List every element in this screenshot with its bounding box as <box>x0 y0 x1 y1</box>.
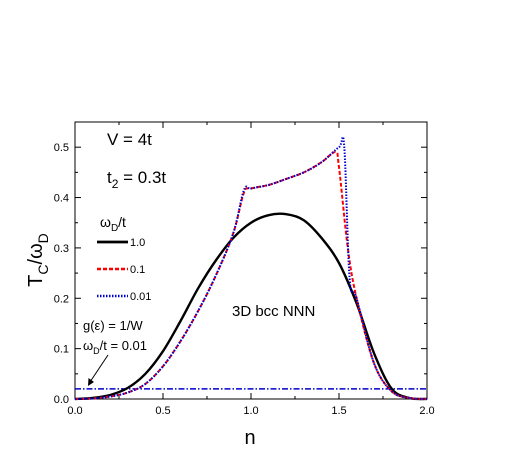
y-tick-label: 0.2 <box>54 293 69 305</box>
annotation-t2-main: t <box>107 168 112 187</box>
legend-label-0.1: 0.1 <box>130 264 145 276</box>
annotation-lattice: 3D bcc NNN <box>232 303 315 320</box>
y-tick-label: 0.5 <box>54 142 69 154</box>
y-tick-label: 0.3 <box>54 243 69 255</box>
x-tick-label: 1.0 <box>243 405 258 417</box>
annotation-v: V = 4t <box>107 130 152 149</box>
legend-label-0.01: 0.01 <box>130 291 151 303</box>
annotation-flat-line2: ωD/t = 0.01 <box>83 338 147 356</box>
legend: ωD/t 1.0 0.1 0.01 <box>97 214 151 303</box>
legend-title: ωD/t <box>100 214 126 234</box>
legend-label-1.0: 1.0 <box>130 237 145 249</box>
annotation-flat-line2-sub: D <box>93 346 100 356</box>
annotation-flat-line1: g(ε) = 1/W <box>83 318 143 333</box>
annotation-flat-line2-main: ω <box>83 338 93 353</box>
series-layer <box>74 135 428 401</box>
x-axis-label: n <box>244 427 255 449</box>
y-axis-label: TC/ωD <box>25 233 51 287</box>
series-line-1.0 <box>74 212 428 401</box>
y-axis-label-sub2: D <box>35 233 51 243</box>
legend-title-sub: D <box>111 223 118 234</box>
x-tick-label: 0.0 <box>67 405 82 417</box>
x-tick-label: 0.5 <box>155 405 170 417</box>
x-tick-label: 1.5 <box>331 405 346 417</box>
legend-entries: 1.0 0.1 0.01 <box>97 237 151 303</box>
x-tick-label: 2.0 <box>419 405 434 417</box>
y-axis-label-sub1: C <box>35 264 51 274</box>
plot-border <box>74 121 428 400</box>
legend-title-main: ω <box>100 214 111 230</box>
y-axis-label-mid: /ω <box>25 243 47 264</box>
series-line-0.01 <box>74 135 428 400</box>
plot-frame <box>74 121 428 400</box>
y-axis-label-main: T <box>25 275 47 287</box>
legend-title-rest: /t <box>118 214 126 230</box>
annotation-flat-line2-rest: /t = 0.01 <box>100 338 147 353</box>
annotation-t2-sub: 2 <box>112 177 119 191</box>
y-tick-label: 0.0 <box>54 394 69 406</box>
y-tick-label: 0.4 <box>54 193 69 205</box>
y-tick-label: 0.1 <box>54 344 69 356</box>
y-axis-ticks: 0.0 0.1 0.2 0.3 0.4 0.5 <box>54 142 427 406</box>
annotation-t2-rest: = 0.3t <box>118 168 166 187</box>
annotation-t2: t2 = 0.3t <box>107 168 166 191</box>
annotation-arrow <box>88 354 109 386</box>
